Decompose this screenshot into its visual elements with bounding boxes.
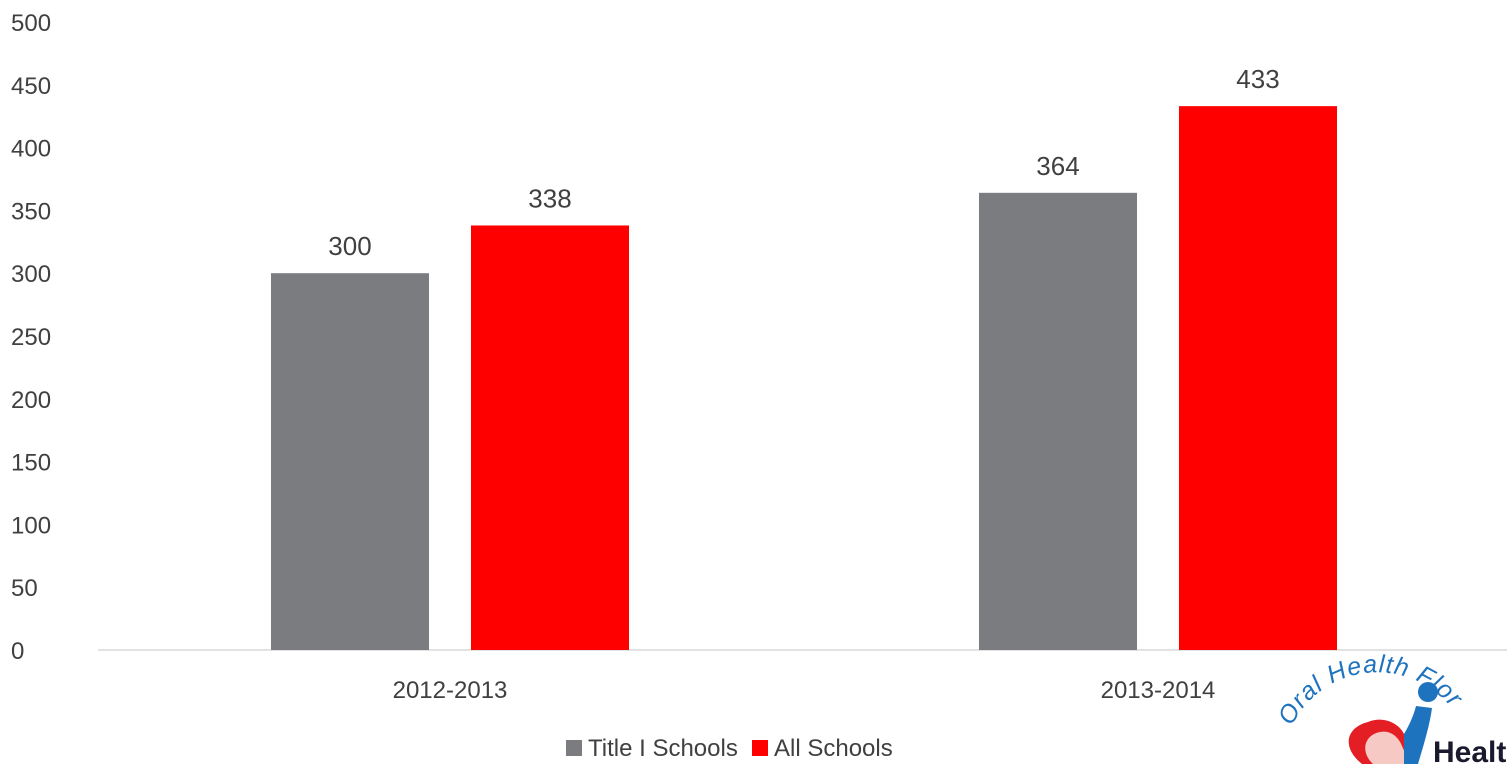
y-tick-label: 300 [11,261,51,288]
legend-label: All Schools [774,735,893,762]
data-label: 338 [528,183,571,213]
y-tick-label: 150 [11,450,51,477]
y-tick-label: 500 [11,10,51,37]
logo-swoosh-shape [1404,706,1432,764]
y-tick-label: 350 [11,198,51,225]
bars [271,106,1337,651]
logo-tooth-shape [1365,731,1410,764]
legend-label: Title I Schools [588,735,738,762]
y-tick-label: 400 [11,136,51,163]
y-axis-ticks: 0 50 100 150 200 250 300 350 400 450 500 [11,10,51,665]
bar [1179,106,1337,651]
bar [271,273,429,650]
bar [979,192,1137,651]
y-tick-label: 0 [11,638,24,665]
bar [471,225,629,651]
y-tick-label: 50 [11,575,38,602]
data-label: 300 [328,231,371,261]
data-label: 433 [1236,64,1279,94]
legend: Title I Schools All Schools [566,735,893,762]
y-tick-label: 450 [11,73,51,100]
y-tick-label: 250 [11,324,51,351]
y-tick-label: 100 [11,512,51,539]
x-category-label: 2012-2013 [393,677,508,704]
data-label: 364 [1036,151,1079,181]
x-category-label: 2013-2014 [1101,677,1216,704]
x-axis-category-labels: 2012-2013 2013-2014 [393,677,1216,704]
legend-swatch [752,740,768,756]
legend-swatch [566,740,582,756]
logo-word: Healt [1433,736,1506,764]
data-labels: 300 338 364 433 [328,64,1279,261]
logo-dot-shape [1418,682,1438,702]
y-tick-label: 200 [11,387,51,414]
